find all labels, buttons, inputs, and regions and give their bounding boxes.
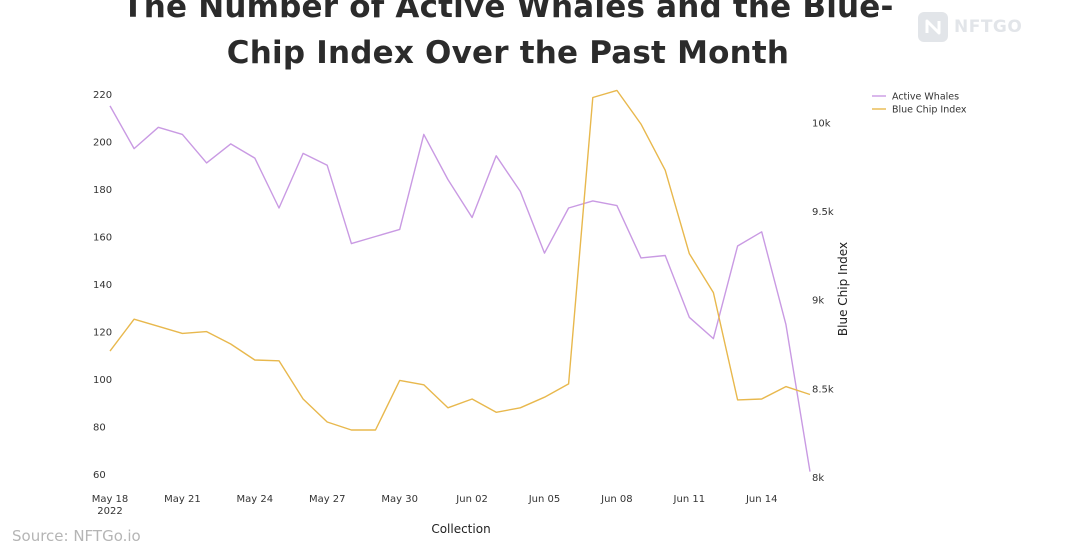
y-tick-label: 120 xyxy=(93,328,112,339)
x-tick-label: May 27 xyxy=(309,494,346,505)
y-tick-label: 180 xyxy=(93,185,112,196)
nftgo-logo: NFTGO xyxy=(918,10,1022,44)
x-axis-label: Collection xyxy=(431,522,490,536)
chart-title-line-1: The Number of Active Whales and the Blue… xyxy=(122,0,894,25)
y2-tick-label: 9k xyxy=(812,296,824,307)
y-tick-label: 140 xyxy=(93,280,112,291)
legend: Active Whales Blue Chip Index xyxy=(872,92,967,116)
y-tick-label: 200 xyxy=(93,138,112,149)
x-tick-label: May 30 xyxy=(381,494,418,505)
y-tick-label: 60 xyxy=(93,470,106,481)
chart-title: The Number of Active Whales and the Blue… xyxy=(0,0,1016,76)
y-tick-label: 160 xyxy=(93,233,112,244)
series-line-blue-chip-index xyxy=(109,89,811,431)
y-tick-label: 100 xyxy=(93,375,112,386)
x-tick-label: Jun 11 xyxy=(673,494,706,505)
x-tick-sublabel: 2022 xyxy=(97,506,122,517)
y2-tick-label: 8.5k xyxy=(812,384,834,395)
source-note: Source: NFTGo.io xyxy=(12,527,141,545)
x-tick-label: Jun 05 xyxy=(528,494,561,505)
y2-tick-label: 9.5k xyxy=(812,207,834,218)
y2-tick-label: 8k xyxy=(812,473,824,484)
x-tick-label: Jun 08 xyxy=(600,494,633,505)
y-axis-left: 60 80 100 120 140 160 180 200 220 xyxy=(93,90,112,481)
chart-title-line-2: Chip Index Over the Past Month xyxy=(226,35,790,71)
y-axis-right: 8k 8.5k 9k 9.5k 10k xyxy=(812,118,834,484)
plot-lines xyxy=(109,89,811,472)
x-tick-label: Jun 14 xyxy=(745,494,778,505)
legend-label: Active Whales xyxy=(892,92,959,103)
y2-axis-label: Blue Chip Index xyxy=(836,242,850,336)
x-tick-label: May 24 xyxy=(237,494,274,505)
x-tick-label: Jun 02 xyxy=(455,494,488,505)
x-tick-label: May 18 xyxy=(92,494,129,505)
series-line-active-whales xyxy=(109,105,811,472)
x-tick-label: May 21 xyxy=(164,494,201,505)
y2-tick-label: 10k xyxy=(812,118,831,129)
legend-label: Blue Chip Index xyxy=(892,105,967,116)
nftgo-logo-text: NFTGO xyxy=(954,17,1023,37)
y-tick-label: 80 xyxy=(93,423,106,434)
nftgo-logo-icon xyxy=(918,12,948,42)
y-tick-label: 220 xyxy=(93,90,112,101)
